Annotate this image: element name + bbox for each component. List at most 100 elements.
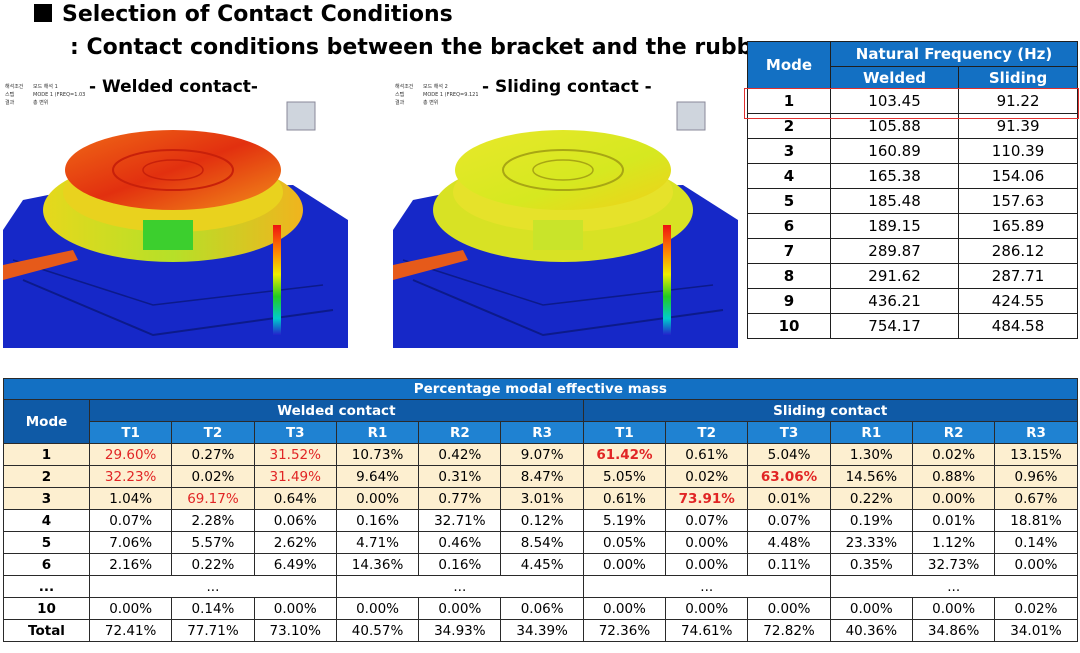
mass-value-cell: 73.10% [253,619,337,642]
freq-welded-cell: 185.48 [829,188,960,214]
mass-value-cell: 0.00% [88,597,173,620]
mass-mode-cell: 3 [3,487,90,510]
freq-sliding-cell: 424.55 [958,288,1078,314]
mass-value-cell: 0.00% [911,597,996,620]
square-bullet-icon [34,4,52,22]
mass-value-cell: 0.00% [665,553,749,576]
welded-contact-fea-image: 해석조건 스텝 결과 모드 해석 1 MODE 1 (FREQ=1.0345e+… [3,83,348,348]
mass-ellipsis-cell: ... [335,575,584,598]
mass-value-cell: 32.71% [418,509,502,532]
welded-meta-value-3: 총 변위 [33,99,48,106]
mass-value-cell: 34.93% [418,619,502,642]
welded-meta-label-1: 해석조건 [5,83,24,90]
mass-axis-header: R3 [500,421,584,444]
mass-value-cell: 0.96% [994,465,1078,488]
welded-meta-value-1: 모드 해석 1 [33,83,58,90]
modal-effective-mass-table: Percentage modal effective mass Mode Wel… [3,378,1078,642]
mass-value-cell: 72.82% [747,619,831,642]
mass-axis-header: R2 [418,421,502,444]
mass-axis-header: T1 [88,421,173,444]
mass-mode-cell: 2 [3,465,90,488]
mass-axis-header: R1 [829,421,913,444]
mass-table-body: 1 29.60% 0.27% 31.52% 10.73% 0.42% 9.07% 61.42%… [3,443,1078,642]
mass-value-cell: 1.30% [829,443,913,466]
mass-value-cell: 2.62% [253,531,337,554]
mass-value-cell: 0.00% [665,597,749,620]
freq-mode-cell: 10 [747,313,831,339]
freq-row: 5 185.48 157.63 [747,188,1078,214]
mass-value-cell: 14.36% [335,553,420,576]
sliding-meta-label-2: 스텝 [395,91,405,98]
freq-welded-cell: 291.62 [829,263,960,289]
mass-value-cell: 0.61% [665,443,749,466]
mass-value-cell: 0.64% [253,487,337,510]
freq-welded-cell: 160.89 [829,138,960,164]
mass-value-cell: 0.00% [335,597,420,620]
freq-mode-cell: 7 [747,238,831,264]
mass-axis-header: R3 [994,421,1078,444]
sliding-meta-value-1: 모드 해석 2 [423,83,448,90]
freq-sliding-cell: 157.63 [958,188,1078,214]
mass-value-cell: 0.00% [829,597,913,620]
mass-value-cell: 1.04% [88,487,173,510]
mass-value-cell: 2.28% [171,509,255,532]
mode1-highlight-box [744,88,1079,119]
mass-value-cell: 23.33% [829,531,913,554]
mass-ellipsis-cell: ... [582,575,831,598]
mass-value-cell: 0.00% [253,597,337,620]
mass-table-caption: Percentage modal effective mass [3,378,1078,400]
freq-welded-cell: 189.15 [829,213,960,239]
mass-axis-header: T2 [171,421,255,444]
mass-value-cell: 0.11% [747,553,831,576]
mass-value-cell: 8.47% [500,465,584,488]
mass-value-cell: 0.00% [335,487,420,510]
mass-row: 3 1.04% 69.17% 0.64% 0.00% 0.77% 3.01% 0.61% 73.… [3,487,1078,510]
sliding-meta-label-3: 결과 [395,99,405,106]
freq-sliding-cell: 484.58 [958,313,1078,339]
mass-value-cell: 34.01% [994,619,1078,642]
freq-row: 8 291.62 287.71 [747,263,1078,289]
mass-value-cell: 0.46% [418,531,502,554]
freq-welded-cell: 105.88 [829,113,960,139]
freq-sliding-cell: 165.89 [958,213,1078,239]
mass-value-cell: 0.00% [911,487,996,510]
freq-mode-cell: 3 [747,138,831,164]
mass-value-cell: 4.71% [335,531,420,554]
sliding-meta-label-1: 해석조건 [395,83,414,90]
mass-value-cell: 0.06% [253,509,337,532]
mass-value-cell: 5.19% [582,509,667,532]
mass-value-cell: 0.00% [582,597,667,620]
mass-mode-cell: 6 [3,553,90,576]
freq-mode-cell: 8 [747,263,831,289]
sliding-meta-value-2: MODE 1 (FREQ=9.1215e+001) [423,92,501,98]
mass-value-cell: 0.35% [829,553,913,576]
mass-mode-cell: Total [3,619,90,642]
freq-row: 9 436.21 424.55 [747,288,1078,314]
mass-axis-header: T2 [665,421,749,444]
mass-row: 5 7.06% 5.57% 2.62% 4.71% 0.46% 8.54% 0.05% 0.00… [3,531,1078,554]
mass-row: 10 0.00% 0.14% 0.00% 0.00% 0.00% 0.06% 0.00% 0.0… [3,597,1078,620]
mass-value-cell: 0.14% [994,531,1078,554]
mass-value-cell: 0.88% [911,465,996,488]
mass-value-cell: 63.06% [747,465,831,488]
freq-sliding-cell: 91.22 [958,88,1078,114]
freq-mode-cell: 4 [747,163,831,189]
mass-value-cell: 4.45% [500,553,584,576]
sliding-caption: - Sliding contact - [478,77,656,97]
mass-value-cell: 2.16% [88,553,173,576]
freq-mode-cell: 6 [747,213,831,239]
mass-value-cell: 40.36% [829,619,913,642]
mass-value-cell: 32.23% [88,465,173,488]
mass-axis-header: R2 [911,421,996,444]
mass-value-cell: 0.22% [829,487,913,510]
mass-axes-header-row: T1 T2 T3 R1 R2 R3 T1 T2 T3 R1 R2 R3 [4,421,1078,444]
mass-value-cell: 0.02% [665,465,749,488]
freq-sliding-cell: 287.71 [958,263,1078,289]
freq-header-mode: Mode [747,41,831,89]
mass-value-cell: 0.06% [500,597,584,620]
mass-value-cell: 3.01% [500,487,584,510]
mass-value-cell: 5.04% [747,443,831,466]
mass-ellipsis-row: ............... [3,575,1078,598]
freq-welded-cell: 165.38 [829,163,960,189]
mass-value-cell: 14.56% [829,465,913,488]
